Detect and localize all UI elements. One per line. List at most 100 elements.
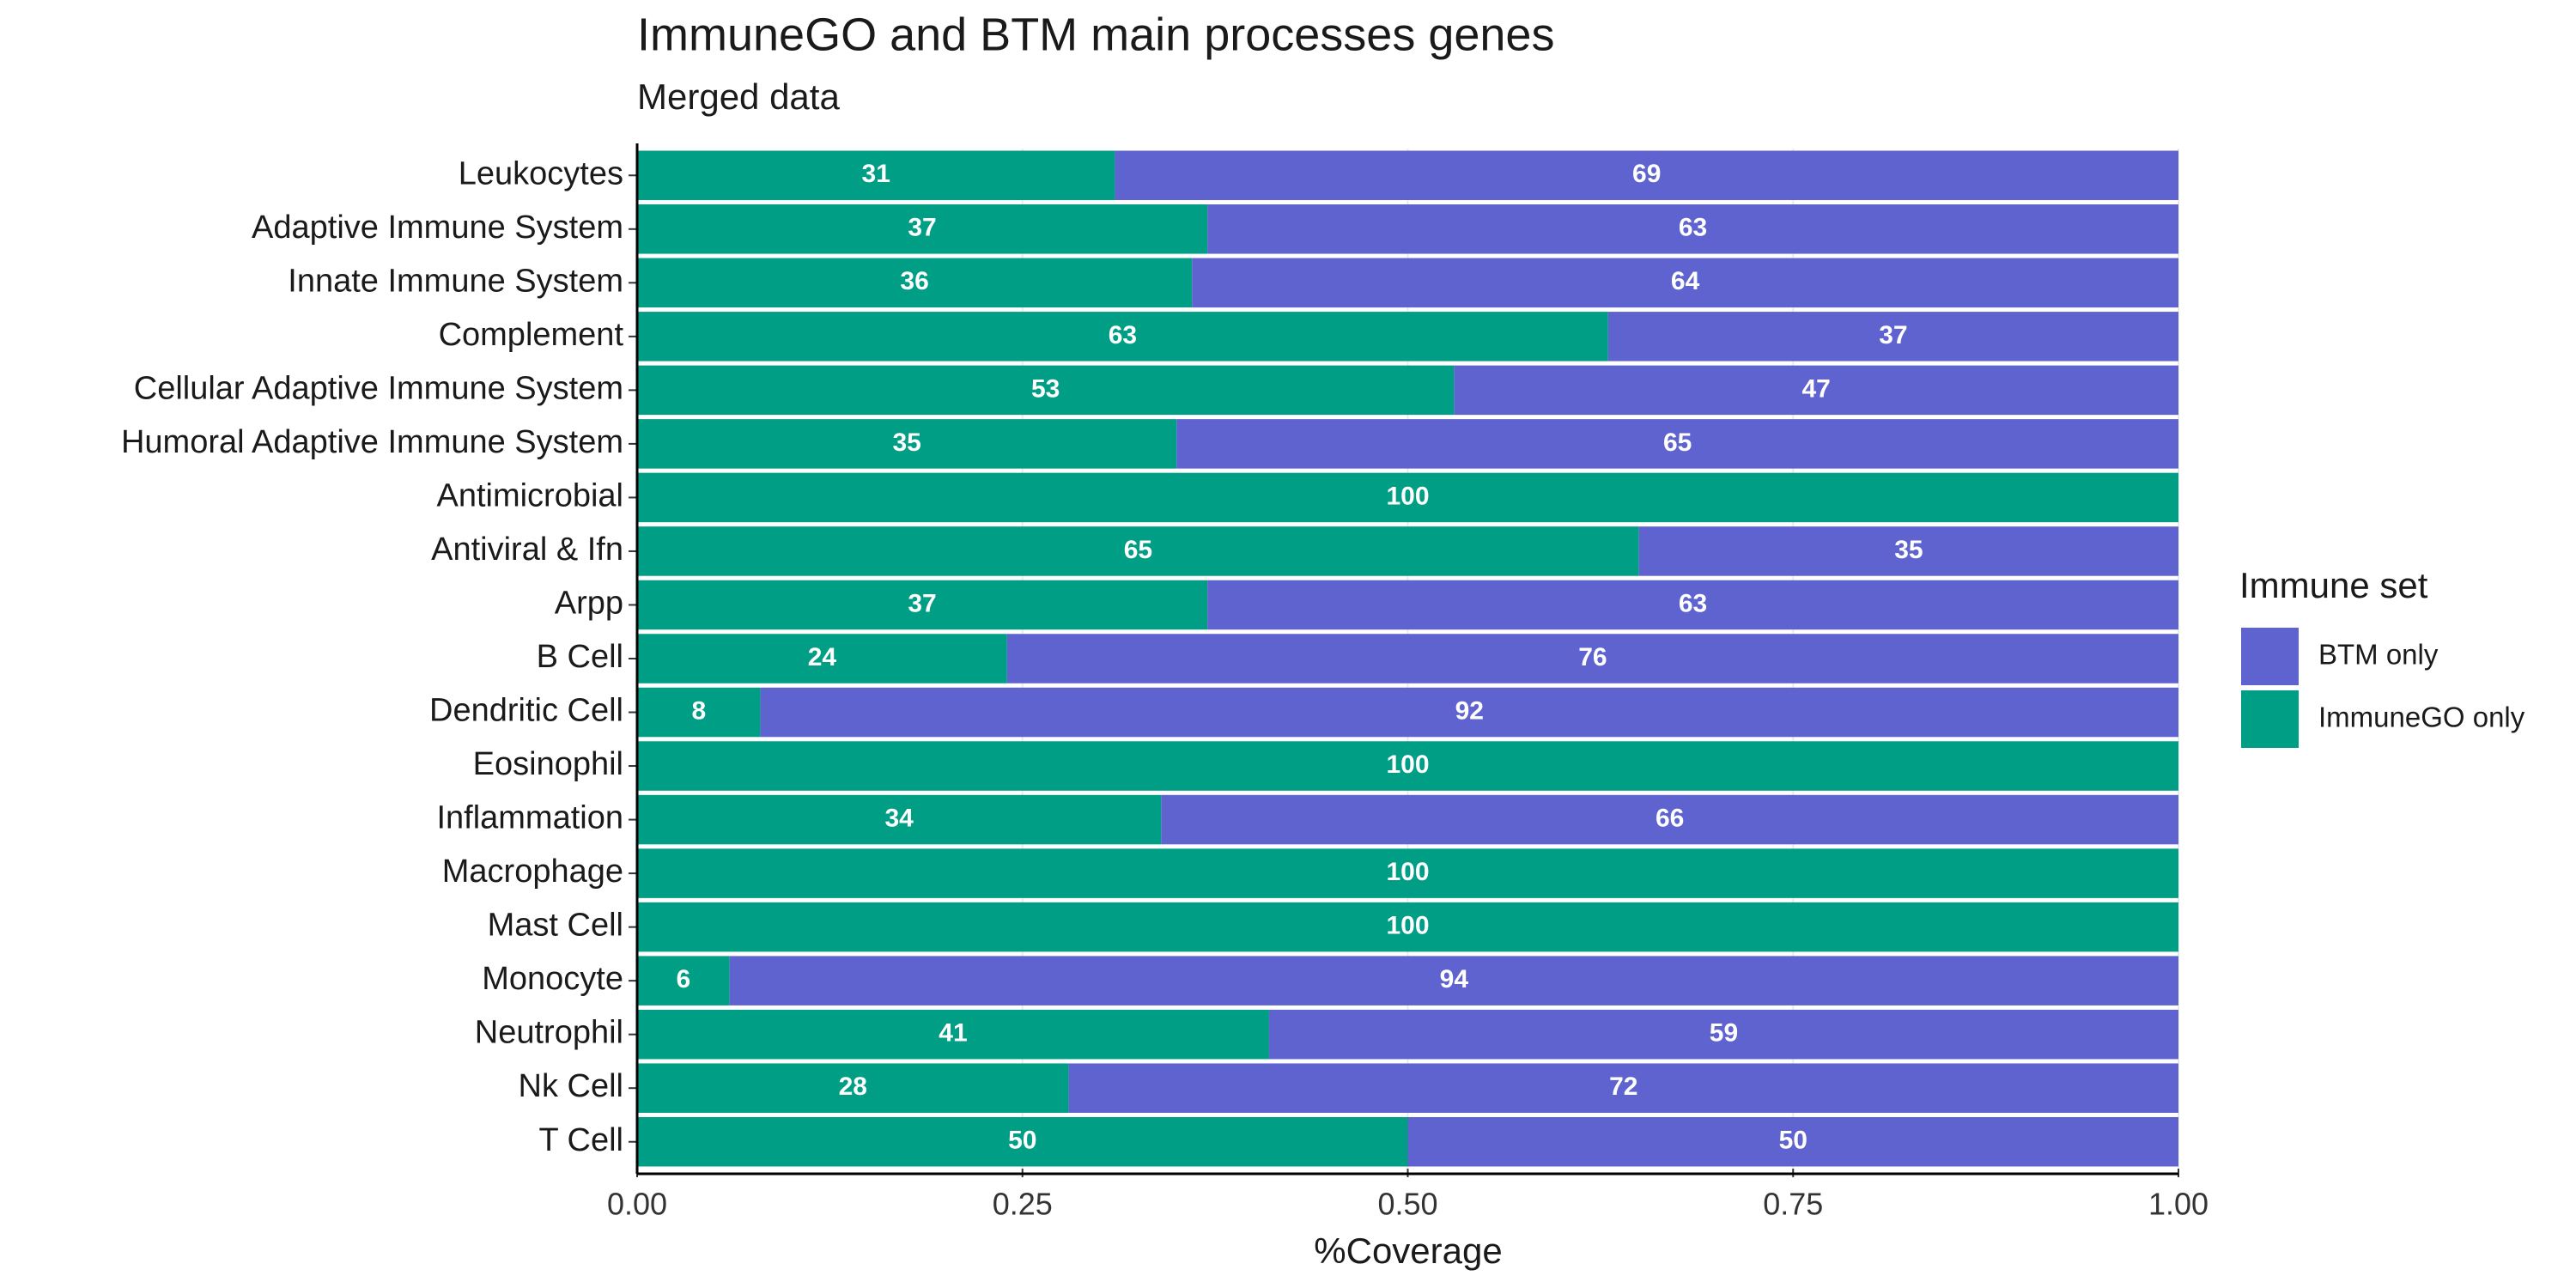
bar-segment bbox=[1638, 526, 2178, 576]
value-label: 69 bbox=[1632, 160, 1661, 188]
category-label: Arpp bbox=[555, 586, 623, 622]
bar-segment bbox=[637, 472, 2178, 523]
bar-segment bbox=[1115, 150, 2178, 201]
category-label: Mast Cell bbox=[488, 908, 623, 944]
bar-segment bbox=[637, 580, 1208, 630]
value-label: 59 bbox=[1710, 1019, 1738, 1048]
value-label: 64 bbox=[1671, 267, 1700, 295]
category-label: B Cell bbox=[537, 639, 623, 675]
bar-segment bbox=[729, 956, 2179, 1005]
bar-segment bbox=[637, 150, 1115, 201]
bar-segment bbox=[637, 848, 2178, 898]
value-label: 41 bbox=[939, 1019, 967, 1048]
value-label: 50 bbox=[1008, 1127, 1036, 1155]
value-label: 47 bbox=[1801, 374, 1830, 403]
value-label: 65 bbox=[1124, 536, 1152, 564]
value-label: 100 bbox=[1386, 482, 1429, 510]
value-label: 6 bbox=[677, 965, 691, 993]
category-label: Monocyte bbox=[482, 961, 623, 997]
bar-segment bbox=[1268, 1009, 2178, 1060]
bar-segment bbox=[1407, 1116, 2178, 1167]
value-label: 8 bbox=[691, 696, 706, 725]
bar-segment bbox=[637, 258, 1193, 308]
legend-label: BTM only bbox=[2318, 639, 2439, 671]
bar-segment bbox=[637, 794, 1162, 845]
bar-segment bbox=[637, 419, 1177, 469]
value-label: 72 bbox=[1609, 1072, 1637, 1101]
legend-swatch bbox=[2241, 690, 2299, 748]
bar-segment bbox=[637, 687, 761, 738]
category-label: Nk Cell bbox=[519, 1068, 623, 1104]
category-label: Cellular Adaptive Immune System bbox=[134, 370, 623, 406]
bar-segment bbox=[637, 634, 1007, 683]
category-label: Leukocytes bbox=[459, 155, 623, 191]
category-label: Eosinophil bbox=[473, 746, 623, 782]
bar-segment bbox=[637, 1116, 1408, 1167]
category-label: T Cell bbox=[538, 1122, 623, 1158]
value-label: 63 bbox=[1109, 321, 1137, 349]
bar-segment bbox=[637, 956, 730, 1005]
value-label: 65 bbox=[1663, 428, 1692, 457]
x-tick-label: 0.25 bbox=[993, 1187, 1053, 1222]
bar-segment bbox=[637, 1009, 1269, 1060]
bar-segment bbox=[1068, 1063, 2178, 1113]
value-label: 66 bbox=[1656, 805, 1684, 833]
category-label: Innate Immune System bbox=[288, 263, 623, 299]
category-label: Antimicrobial bbox=[436, 477, 623, 513]
value-label: 63 bbox=[1679, 214, 1707, 242]
value-label: 34 bbox=[884, 805, 914, 833]
x-axis-title: %Coverage bbox=[1314, 1230, 1502, 1271]
bar-segment bbox=[1006, 634, 2178, 683]
category-label: Dendritic Cell bbox=[429, 693, 623, 729]
x-tick-label: 0.00 bbox=[607, 1187, 667, 1222]
value-label: 76 bbox=[1578, 643, 1607, 671]
value-label: 50 bbox=[1779, 1127, 1807, 1155]
x-tick-label: 1.00 bbox=[2148, 1187, 2208, 1222]
value-label: 36 bbox=[900, 267, 928, 295]
value-label: 100 bbox=[1386, 858, 1429, 886]
value-label: 53 bbox=[1031, 374, 1060, 403]
value-label: 35 bbox=[1894, 536, 1923, 564]
value-label: 100 bbox=[1386, 750, 1429, 779]
value-label: 35 bbox=[892, 428, 920, 457]
value-label: 37 bbox=[1879, 321, 1907, 349]
value-label: 92 bbox=[1455, 696, 1484, 725]
bar-segment bbox=[637, 1063, 1069, 1113]
value-label: 37 bbox=[908, 589, 936, 617]
value-label: 100 bbox=[1386, 912, 1429, 940]
value-label: 28 bbox=[839, 1072, 867, 1101]
chart-subtitle: Merged data bbox=[637, 76, 840, 117]
category-label: Humoral Adaptive Immune System bbox=[121, 424, 623, 460]
x-tick-label: 0.75 bbox=[1763, 1187, 1823, 1222]
legend-label: ImmuneGO only bbox=[2318, 702, 2525, 733]
bar-segment bbox=[1207, 580, 2178, 630]
value-label: 94 bbox=[1440, 965, 1469, 993]
bar-segment bbox=[637, 526, 1639, 576]
category-label: Macrophage bbox=[442, 854, 623, 890]
category-label: Antiviral & Ifn bbox=[431, 532, 623, 568]
bar-segment bbox=[1176, 419, 2178, 469]
value-label: 31 bbox=[862, 160, 890, 188]
chart-title: ImmuneGO and BTM main processes genes bbox=[637, 9, 1554, 60]
legend-swatch bbox=[2241, 628, 2299, 685]
value-label: 24 bbox=[808, 643, 837, 671]
category-label: Neutrophil bbox=[475, 1015, 623, 1051]
category-label: Complement bbox=[439, 317, 624, 353]
bar-segment bbox=[1207, 204, 2178, 254]
value-label: 63 bbox=[1679, 589, 1707, 617]
bar-segment bbox=[1161, 794, 2178, 845]
value-label: 37 bbox=[908, 214, 936, 242]
bar-segment bbox=[637, 365, 1455, 416]
category-label: Adaptive Immune System bbox=[252, 210, 623, 246]
bar-segment bbox=[637, 312, 1608, 361]
bar-segment bbox=[637, 204, 1208, 254]
bar-segment bbox=[760, 687, 2178, 738]
bar-segment bbox=[1607, 312, 2178, 361]
bar-segment bbox=[1192, 258, 2178, 308]
bar-segment bbox=[1454, 365, 2178, 416]
category-label: Inflammation bbox=[436, 800, 623, 836]
bar-segment bbox=[637, 902, 2178, 952]
legend-title: Immune set bbox=[2239, 565, 2428, 605]
x-tick-label: 0.50 bbox=[1377, 1187, 1437, 1222]
